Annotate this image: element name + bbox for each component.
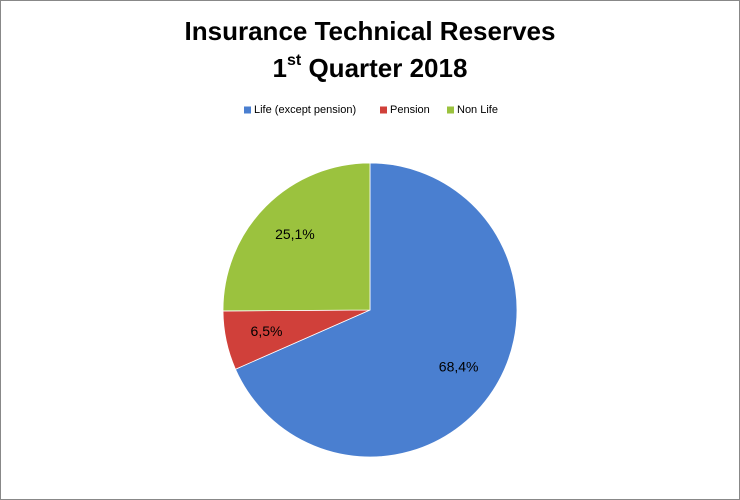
chart-title: Insurance Technical Reserves [185,16,556,46]
legend-swatch [447,106,454,114]
legend-label: Life (except pension) [254,104,356,116]
legend-swatch [244,106,251,114]
chart-subtitle: 1st Quarter 2018 [273,52,468,83]
subtitle-part: 1 [273,53,287,83]
legend-label: Pension [390,104,430,116]
data-label: 25,1% [275,226,315,242]
legend-label: Non Life [457,104,498,116]
subtitle-sup: st [287,52,302,69]
pie-slice [222,162,371,312]
subtitle-part: Quarter 2018 [301,53,467,83]
pie-slice [234,162,518,458]
data-label: 6,5% [251,323,283,339]
legend-swatch [380,106,387,114]
data-label: 68,4% [439,359,479,375]
